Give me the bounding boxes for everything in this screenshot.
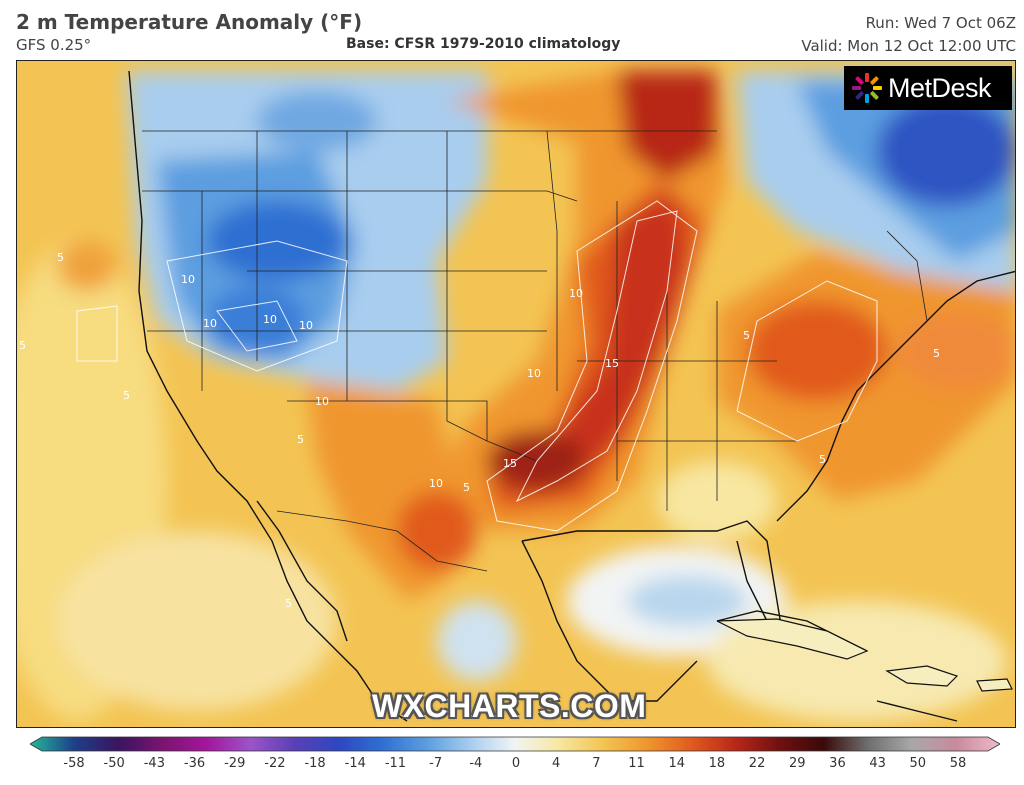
contour-label: 15 <box>605 357 619 370</box>
colorbar-tick-label: -29 <box>224 756 246 771</box>
colorbar-ticks: -58 -50 -43 -36 -29 -22 -18 -14 -11 -7 -4 0 4 7 11 14 18… <box>0 756 1024 776</box>
contour-label: 10 <box>569 287 583 300</box>
colorbar-tick-label: -14 <box>344 756 366 771</box>
valid-time-label: Valid: Mon 12 Oct 12:00 UTC <box>801 37 1016 55</box>
colorbar-tick-label: -36 <box>183 756 206 771</box>
contour-label: 5 <box>297 433 304 446</box>
model-label: GFS 0.25° <box>16 36 92 54</box>
colorbar-tick-label: 11 <box>628 756 645 771</box>
colorbar-tick-label: -50 <box>103 756 125 771</box>
anomaly-map[interactable]: 10 10 10 5 5 10 15 10 15 10 10 5 5 5 5 5… <box>16 60 1016 728</box>
coastlines <box>128 70 1015 722</box>
contour-label: 5 <box>463 481 470 494</box>
contour-label: 5 <box>743 329 750 342</box>
contour-label: 5 <box>933 347 940 360</box>
contour-label: 10 <box>299 319 313 332</box>
colorbar-tick-label: 58 <box>949 756 967 771</box>
colorbar-tick-label: 0 <box>511 756 521 771</box>
map-title: 2 m Temperature Anomaly (°F) <box>16 10 363 34</box>
colorbar-gradient <box>29 736 1001 752</box>
colorbar-tick-label: -43 <box>143 756 165 771</box>
contour-label: 10 <box>203 317 217 330</box>
colorbar-tick-label: 50 <box>909 756 927 771</box>
contour-lines <box>76 200 878 532</box>
colorbar-tick-label: -18 <box>304 756 326 771</box>
colorbar-tick-label: 4 <box>552 756 561 771</box>
colorbar-tick-label: 22 <box>748 756 766 771</box>
contour-label: 5 <box>819 453 826 466</box>
contour-label: 5 <box>285 597 292 610</box>
colorbar-tick-label: -4 <box>469 756 483 771</box>
contour-label: 5 <box>19 339 26 352</box>
colorbar-tick-label: 18 <box>708 756 726 771</box>
colorbar-tick-label: -22 <box>264 756 286 771</box>
colorbar-tick-label: -58 <box>63 756 85 771</box>
colorbar <box>29 736 1001 752</box>
colorbar-tick-label: 7 <box>592 756 601 771</box>
colorbar-tick-label: 14 <box>668 756 685 771</box>
colorbar-tick-label: 36 <box>829 756 846 771</box>
contour-label: 5 <box>57 251 64 264</box>
contour-label: 10 <box>527 367 541 380</box>
metdesk-logo: MetDesk <box>844 66 1012 110</box>
logo-text: MetDesk <box>888 72 992 103</box>
colorbar-tick-label: -7 <box>429 756 443 771</box>
contour-label: 15 <box>503 457 517 470</box>
islands <box>716 618 1013 692</box>
climatology-base-label: Base: CFSR 1979-2010 climatology <box>346 36 621 52</box>
colorbar-tick-label: -11 <box>384 756 407 771</box>
contour-label: 10 <box>429 477 443 490</box>
state-borders <box>142 130 928 572</box>
starburst-icon <box>852 73 882 103</box>
contour-label: 10 <box>315 395 329 408</box>
colorbar-tick-label: 43 <box>869 756 886 771</box>
watermark: WXCHARTS.COM <box>372 688 647 724</box>
contour-label: 10 <box>181 273 195 286</box>
colorbar-tick-label: 29 <box>788 756 806 771</box>
map-canvas <box>17 61 1015 727</box>
run-time-label: Run: Wed 7 Oct 06Z <box>865 14 1016 32</box>
contour-label: 10 <box>263 313 277 326</box>
contour-label: 5 <box>123 389 130 402</box>
